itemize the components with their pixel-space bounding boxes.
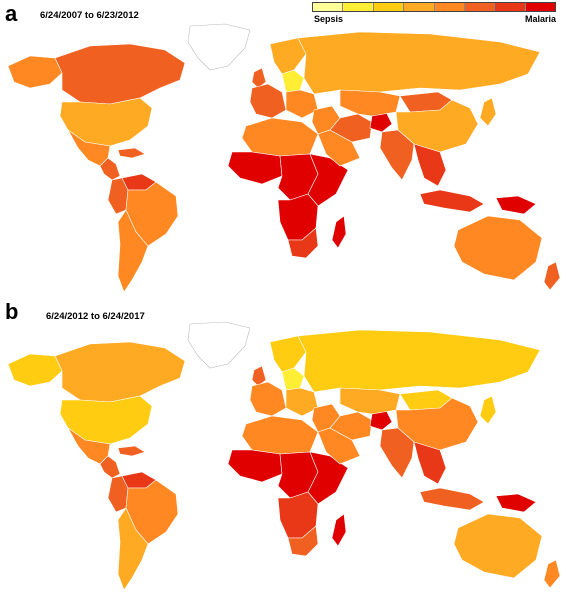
region-central-asia [339, 387, 401, 415]
region-central-europe [281, 69, 305, 93]
region-uk-ireland [251, 365, 267, 387]
region-greenland [187, 321, 251, 369]
region-japan [479, 395, 497, 425]
legend-swatch [313, 3, 344, 11]
region-southern-cone [117, 507, 149, 591]
legend-color-scale [312, 2, 556, 12]
legend-swatch [373, 3, 405, 11]
region-southern-cone [117, 209, 149, 293]
region-north-africa [241, 415, 319, 455]
region-central-asia [339, 89, 401, 117]
panel-letter-b: b [5, 299, 19, 324]
region-india [379, 129, 415, 181]
region-central-europe [281, 367, 305, 391]
region-southeast-asia [413, 143, 447, 187]
region-madagascar [331, 513, 347, 547]
region-new-zealand [543, 559, 561, 589]
region-russia [297, 31, 541, 95]
region-greenland [187, 23, 251, 71]
region-west-africa [227, 449, 283, 483]
region-caribbean [117, 445, 146, 457]
region-canada [54, 43, 186, 105]
region-canada [54, 341, 186, 403]
legend-high-label: Malaria [524, 14, 556, 24]
region-central-america [99, 455, 121, 479]
legend-low-label: Sepsis [314, 14, 344, 24]
region-central-america [99, 157, 121, 181]
region-south-africa [287, 525, 319, 557]
region-western-europe [249, 83, 287, 119]
region-india [379, 427, 415, 479]
region-australia [453, 513, 543, 579]
region-south-africa [287, 227, 319, 259]
region-japan [479, 97, 497, 127]
region-indonesia [419, 487, 485, 511]
region-alaska [7, 55, 63, 89]
region-alaska [7, 353, 63, 387]
panel-letter-a: a [5, 1, 18, 26]
region-usa [59, 395, 153, 445]
region-west-africa [227, 151, 283, 185]
region-indonesia [419, 189, 485, 213]
region-southeast-asia [413, 441, 447, 485]
legend-swatch [343, 3, 374, 11]
region-new-guinea [495, 195, 537, 215]
region-australia [453, 215, 543, 281]
color-legend: Sepsis Malaria [312, 2, 556, 26]
region-russia [297, 329, 541, 393]
world-map-panel-b [7, 321, 561, 591]
legend-swatch [495, 3, 526, 11]
panel-b-date-range: 6/24/2012 to 6/24/2017 [46, 311, 145, 322]
legend-swatch [434, 3, 465, 11]
region-madagascar [331, 215, 347, 249]
region-new-guinea [495, 493, 537, 513]
legend-swatch [464, 3, 496, 11]
legend-swatch [525, 3, 555, 11]
region-uk-ireland [251, 67, 267, 89]
legend-swatch [404, 3, 435, 11]
panel-a-date-range: 6/24/2007 to 6/23/2012 [40, 10, 139, 21]
region-new-zealand [543, 261, 561, 291]
region-caribbean [117, 147, 146, 159]
region-usa [59, 97, 153, 147]
region-western-europe [249, 381, 287, 417]
region-north-africa [241, 117, 319, 157]
world-map-panel-a [7, 23, 561, 293]
